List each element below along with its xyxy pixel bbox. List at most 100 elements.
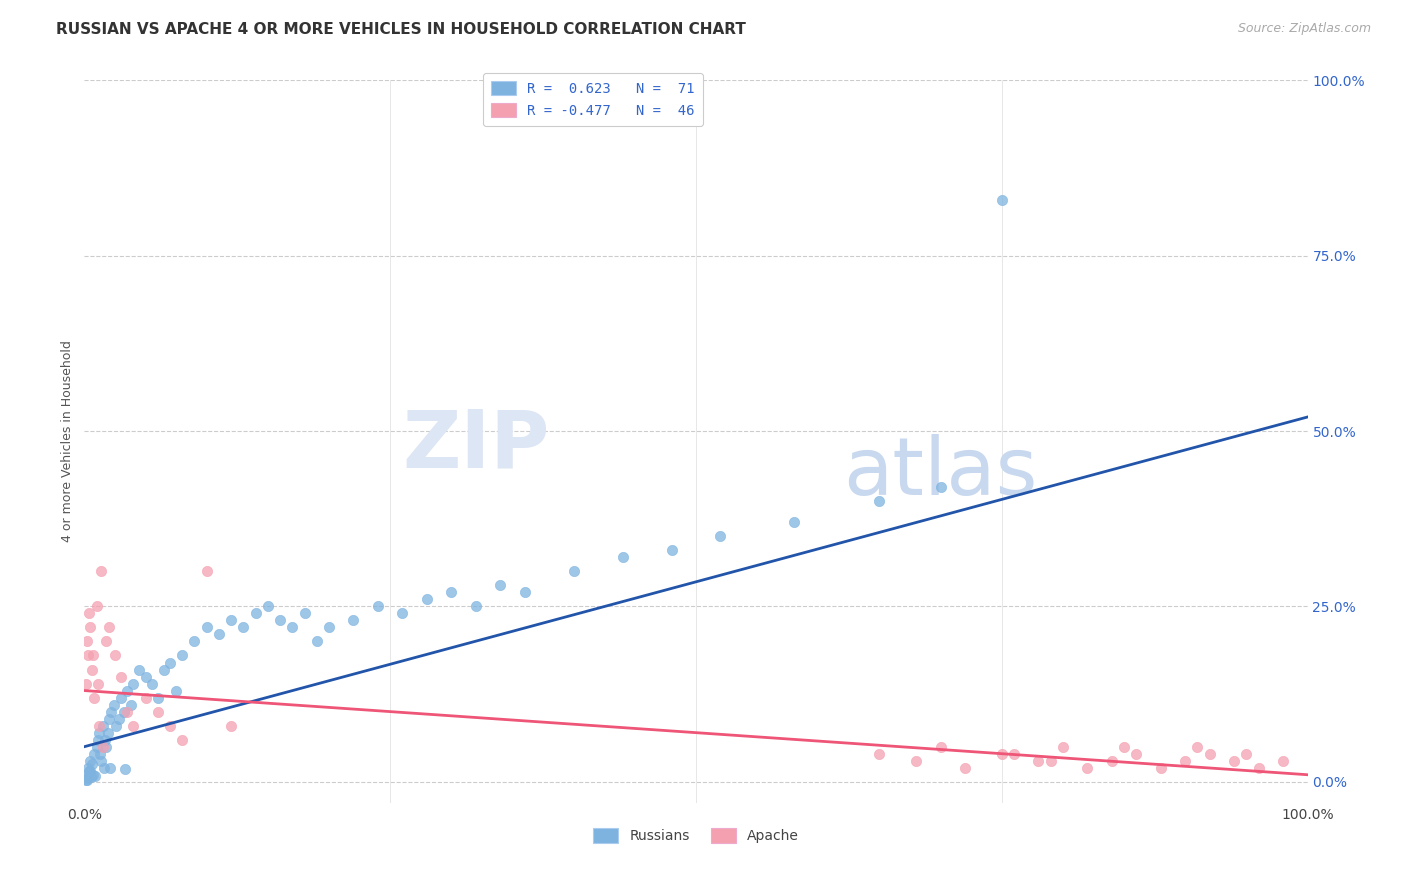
Point: [1198, 747, 1220, 761]
Point: [195, 620, 218, 634]
Point: [94, 732, 117, 747]
Point: [464, 599, 486, 614]
Y-axis label: 4 or more Vehicles in Household: 4 or more Vehicles in Household: [60, 341, 75, 542]
Point: [1247, 761, 1270, 775]
Point: [79, 754, 101, 768]
Point: [367, 599, 389, 614]
Point: [416, 592, 439, 607]
Point: [97, 620, 120, 634]
Point: [87, 676, 110, 690]
Point: [245, 607, 267, 621]
Point: [305, 634, 328, 648]
Point: [83, 747, 105, 761]
Text: atlas: atlas: [842, 434, 1038, 512]
Point: [76, 634, 98, 648]
Point: [135, 669, 157, 683]
Point: [96, 739, 118, 754]
Text: RUSSIAN VS APACHE 4 OR MORE VEHICLES IN HOUSEHOLD CORRELATION CHART: RUSSIAN VS APACHE 4 OR MORE VEHICLES IN …: [56, 22, 747, 37]
Point: [1002, 747, 1025, 761]
Point: [869, 747, 891, 761]
Point: [77, 607, 100, 621]
Point: [661, 543, 683, 558]
Text: ZIP: ZIP: [402, 406, 550, 484]
Point: [991, 193, 1014, 207]
Point: [110, 669, 132, 683]
Point: [869, 494, 891, 508]
Point: [562, 564, 585, 578]
Point: [98, 761, 121, 775]
Point: [80, 663, 103, 677]
Point: [172, 732, 194, 747]
Point: [1174, 754, 1197, 768]
Point: [195, 564, 218, 578]
Point: [489, 578, 512, 592]
Point: [87, 725, 110, 739]
Point: [1028, 754, 1050, 768]
Point: [146, 690, 169, 705]
Point: [90, 564, 112, 578]
Point: [97, 725, 120, 739]
Point: [93, 761, 115, 775]
Point: [513, 585, 536, 599]
Point: [75, 768, 97, 782]
Point: [128, 663, 150, 677]
Point: [104, 648, 127, 663]
Point: [115, 705, 138, 719]
Point: [159, 718, 181, 732]
Point: [391, 607, 413, 621]
Point: [342, 614, 364, 628]
Point: [79, 764, 101, 779]
Point: [1272, 754, 1295, 768]
Point: [90, 754, 112, 768]
Point: [146, 705, 169, 719]
Point: [103, 698, 125, 712]
Point: [208, 627, 231, 641]
Point: [112, 705, 135, 719]
Point: [953, 761, 976, 775]
Point: [80, 757, 103, 772]
Point: [96, 634, 118, 648]
Point: [1052, 739, 1074, 754]
Point: [82, 648, 104, 663]
Point: [114, 762, 136, 776]
Point: [294, 607, 316, 621]
Text: Source: ZipAtlas.com: Source: ZipAtlas.com: [1237, 22, 1371, 36]
Point: [79, 620, 101, 634]
Point: [232, 620, 254, 634]
Point: [281, 620, 304, 634]
Point: [107, 712, 129, 726]
Point: [91, 718, 114, 732]
Point: [1039, 754, 1062, 768]
Point: [183, 634, 205, 648]
Point: [83, 690, 105, 705]
Point: [1125, 747, 1147, 761]
Point: [1150, 761, 1173, 775]
Point: [991, 747, 1014, 761]
Point: [1114, 739, 1136, 754]
Point: [76, 773, 98, 788]
Point: [75, 772, 97, 787]
Legend: Russians, Apache: Russians, Apache: [586, 822, 806, 850]
Point: [318, 620, 340, 634]
Point: [219, 614, 242, 628]
Point: [77, 764, 100, 779]
Point: [91, 739, 114, 754]
Point: [75, 676, 97, 690]
Point: [120, 698, 142, 712]
Point: [159, 656, 181, 670]
Point: [110, 690, 132, 705]
Point: [1076, 761, 1098, 775]
Point: [80, 770, 103, 784]
Point: [1223, 754, 1246, 768]
Point: [141, 676, 163, 690]
Point: [87, 718, 110, 732]
Point: [612, 550, 634, 565]
Point: [84, 769, 107, 783]
Point: [77, 761, 100, 775]
Point: [929, 739, 952, 754]
Point: [115, 683, 138, 698]
Point: [100, 705, 122, 719]
Point: [1187, 739, 1209, 754]
Point: [135, 690, 157, 705]
Point: [905, 754, 928, 768]
